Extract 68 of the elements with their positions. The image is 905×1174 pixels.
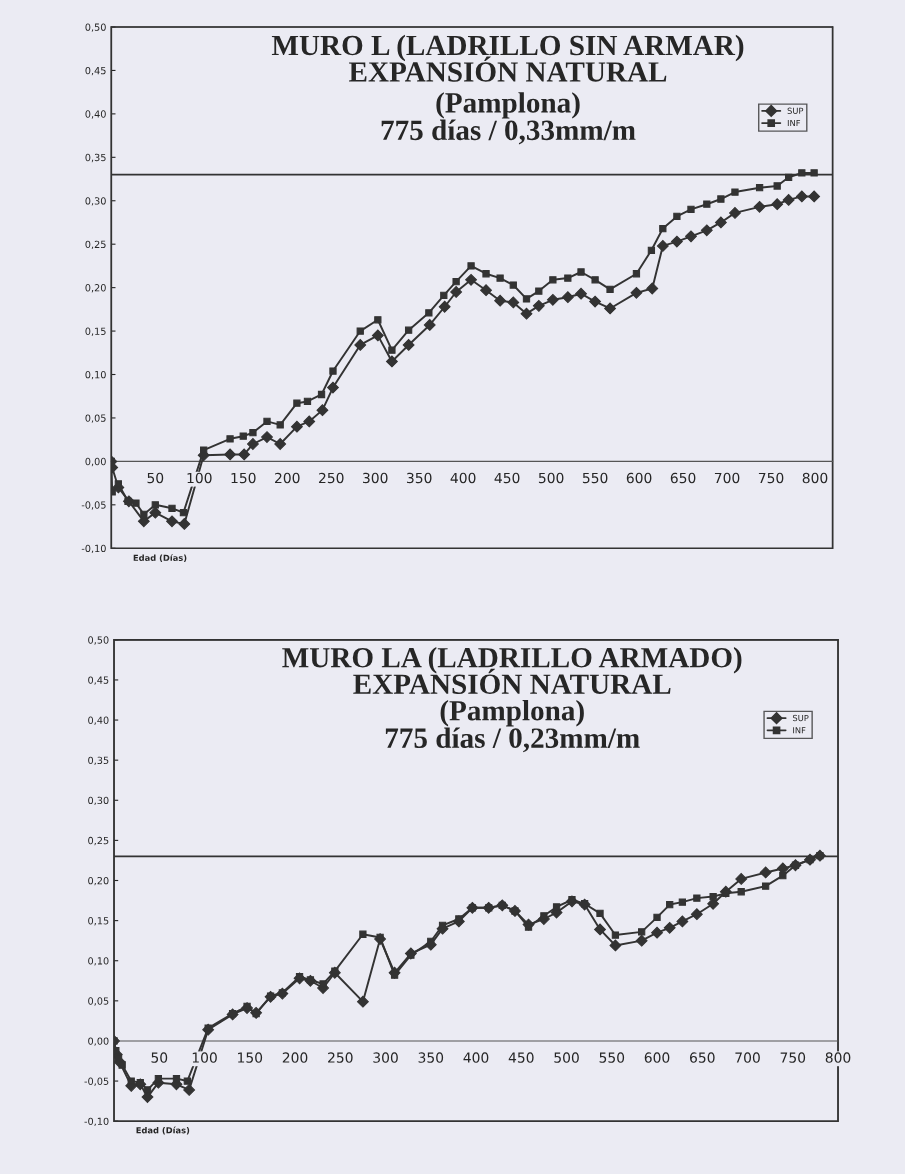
text: (Pamplona) 775 días / 0,33mm/m xyxy=(381,92,636,145)
x-tick-label: 650 xyxy=(689,1052,715,1063)
x-tick-label: 600 xyxy=(626,472,652,484)
y-tick-label: -0,10 xyxy=(81,544,106,554)
x-tick-label: 100 xyxy=(192,1052,217,1063)
y-tick-label: 0,35 xyxy=(85,153,106,163)
y-tick-label: 0,45 xyxy=(85,66,106,76)
y-tick-label: 0,15 xyxy=(85,327,106,336)
y-tick-label: 0,30 xyxy=(85,197,106,206)
x-tick-label: 250 xyxy=(318,472,344,484)
x-tick-label: 50 xyxy=(147,472,164,484)
y-tick-label: 0,45 xyxy=(88,676,109,685)
x-tick-label: 800 xyxy=(802,472,828,484)
y-tick-label: 0,25 xyxy=(88,836,109,846)
y-tick-label: 0,20 xyxy=(88,876,109,886)
x-tick-label: 100 xyxy=(187,472,212,484)
y-tick-label: 0,25 xyxy=(85,240,106,250)
y-tick-label: -0,10 xyxy=(84,1117,109,1126)
text: (Pamplona) 775 días / 0,23mm/m xyxy=(385,700,640,753)
y-tick-label: 0,30 xyxy=(88,796,109,806)
x-tick-label: 750 xyxy=(758,472,784,484)
x-tick-label: 350 xyxy=(406,472,432,484)
x-tick-label: 50 xyxy=(151,1052,168,1063)
x-axis-title: Edad (Días) xyxy=(136,1126,190,1135)
legend-label: SUP xyxy=(792,714,809,722)
x-tick-label: 300 xyxy=(363,472,388,484)
x-tick-label: 550 xyxy=(599,1052,625,1063)
y-tick-label: -0,05 xyxy=(81,501,106,510)
x-tick-label: 400 xyxy=(450,472,476,484)
x-tick-label: 800 xyxy=(825,1052,851,1063)
x-tick-label: 450 xyxy=(494,472,520,484)
y-tick-label: -0,05 xyxy=(84,1077,109,1086)
y-tick-label: 0,10 xyxy=(85,370,106,380)
y-tick-label: 0,15 xyxy=(88,917,109,926)
x-tick-label: 500 xyxy=(554,1052,579,1063)
x-tick-label: 200 xyxy=(275,472,300,484)
y-tick-label: 0,50 xyxy=(85,23,106,32)
x-tick-label: 150 xyxy=(238,1052,263,1063)
x-tick-label: 300 xyxy=(373,1052,398,1063)
legend-label: INF xyxy=(787,119,801,127)
y-tick-label: 0,00 xyxy=(85,457,106,467)
x-axis-title: Edad (Días) xyxy=(133,554,187,562)
legend-label: SUP xyxy=(787,107,804,114)
y-tick-label: 0,00 xyxy=(88,1037,109,1046)
text: MURO L (LADRILLO SIN ARMAR) EXPANSIÓN NATURAL xyxy=(271,34,744,82)
x-tick-label: 650 xyxy=(670,472,696,484)
y-tick-label: 0,05 xyxy=(88,997,109,1006)
x-tick-label: 450 xyxy=(508,1052,534,1063)
x-tick-label: 150 xyxy=(231,472,256,484)
x-tick-label: 250 xyxy=(328,1052,353,1063)
text: MURO LA (LADRILLO ARMADO) EXPANSIÓN NATURAL xyxy=(282,647,742,695)
x-tick-label: 600 xyxy=(644,1052,670,1063)
x-tick-label: 400 xyxy=(463,1052,489,1063)
x-tick-label: 700 xyxy=(735,1052,760,1063)
x-tick-label: 700 xyxy=(714,472,740,484)
x-tick-label: 350 xyxy=(418,1052,444,1063)
y-tick-label: 0,40 xyxy=(88,716,109,725)
y-tick-label: 0,10 xyxy=(88,957,109,966)
x-tick-label: 550 xyxy=(582,472,608,484)
y-tick-label: 0,20 xyxy=(85,284,106,293)
legend-label: INF xyxy=(793,727,806,734)
x-tick-label: 500 xyxy=(538,472,564,484)
y-tick-label: 0,40 xyxy=(85,110,106,119)
y-tick-label: 0,50 xyxy=(88,636,109,645)
x-tick-label: 200 xyxy=(282,1052,308,1063)
x-tick-label: 750 xyxy=(780,1052,806,1063)
y-tick-label: 0,35 xyxy=(88,756,109,765)
y-tick-label: 0,05 xyxy=(85,414,106,423)
